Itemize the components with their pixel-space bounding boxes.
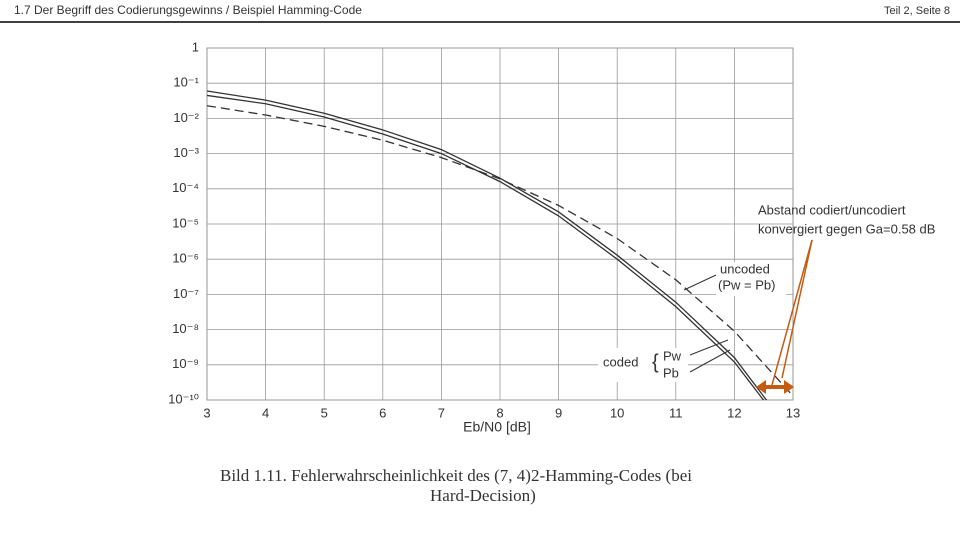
x-tick-label: 10 [610, 405, 624, 420]
note: konvergiert gegen Ga=0.58 dB [758, 221, 935, 236]
arrow-head [784, 380, 794, 394]
caption: Bild 1.11. Fehlerwahrscheinlichkeit des … [220, 466, 692, 485]
leader [689, 339, 729, 356]
series-label: uncoded [720, 261, 770, 276]
series-line [207, 94, 765, 400]
arrow-head [756, 380, 766, 394]
x-tick-label: 6 [379, 405, 386, 420]
y-tick-label: 10⁻¹ [173, 75, 199, 90]
series-line [207, 90, 768, 400]
x-tick-label: 3 [203, 405, 210, 420]
leader [683, 274, 717, 291]
y-tick-label: 10⁻⁴ [172, 180, 199, 195]
y-tick-label: 1 [192, 39, 199, 54]
x-axis-label: Eb/N0 [dB] [463, 419, 531, 435]
label-bg [716, 262, 786, 296]
x-tick-label: 7 [438, 405, 445, 420]
y-tick-label: 10⁻⁹ [172, 356, 199, 371]
y-tick-label: 10⁻⁶ [172, 251, 199, 266]
x-tick-label: 4 [262, 405, 269, 420]
series-label: Pb [663, 365, 679, 380]
y-tick-label: 10⁻² [173, 110, 199, 125]
leader [689, 349, 731, 373]
x-tick-label: 11 [669, 405, 683, 420]
y-tick-label: 10⁻³ [173, 145, 199, 160]
pointer [771, 239, 813, 386]
label-bg [598, 348, 688, 382]
x-tick-label: 9 [555, 405, 562, 420]
note: Abstand codiert/uncodiert [758, 202, 906, 217]
brace: { [652, 351, 659, 373]
x-tick-label: 5 [321, 405, 328, 420]
slide-title: 1.7 Der Begriff des Codierungsgewinns / … [14, 3, 362, 17]
y-tick-label: 10⁻⁵ [172, 215, 199, 230]
x-tick-label: 12 [727, 405, 741, 420]
y-tick-label: 10⁻¹⁰ [168, 391, 199, 406]
page-number: Teil 2, Seite 8 [884, 5, 950, 17]
pointer [781, 239, 813, 379]
series-label: Pw [663, 348, 682, 363]
y-tick-label: 10⁻⁷ [173, 286, 199, 301]
caption: Hard-Decision) [430, 486, 536, 505]
x-tick-label: 13 [786, 405, 800, 420]
annotation: (Pw = Pb) [718, 277, 775, 292]
x-tick-label: 8 [496, 405, 503, 420]
y-tick-label: 10⁻⁸ [172, 321, 199, 336]
annotation: coded [603, 354, 638, 369]
curves [207, 90, 793, 400]
